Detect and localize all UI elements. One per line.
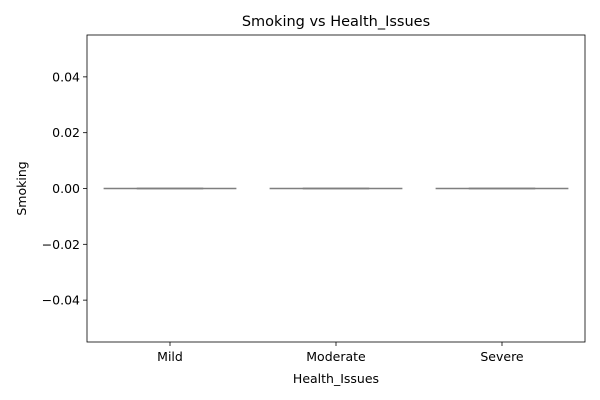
y-tick-label: 0.04 [52, 69, 80, 84]
x-axis-label: Health_Issues [293, 371, 379, 386]
chart-title: Smoking vs Health_Issues [242, 14, 430, 30]
y-tick-label: 0.02 [52, 125, 80, 140]
y-tick-label: −0.02 [42, 237, 80, 252]
y-axis-label: Smoking [14, 161, 29, 215]
x-axis: Mild Moderate Severe [157, 342, 524, 364]
y-tick-label: 0.00 [52, 181, 80, 196]
x-tick-label: Mild [157, 349, 183, 364]
y-axis: −0.04 −0.02 0.00 0.02 0.04 [42, 69, 87, 308]
y-tick-label: −0.04 [42, 293, 80, 308]
x-tick-label: Moderate [306, 349, 366, 364]
x-tick-label: Severe [480, 349, 524, 364]
